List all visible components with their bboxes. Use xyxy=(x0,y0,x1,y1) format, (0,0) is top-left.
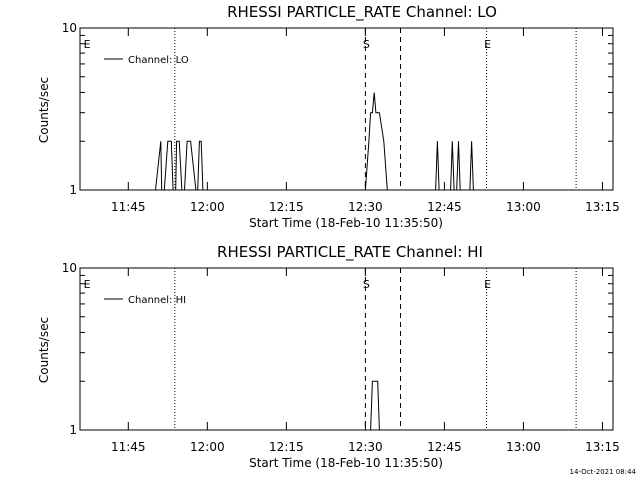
hi-x-tick-label-5: 13:00 xyxy=(506,440,541,454)
lo-x-tick-label-5: 13:00 xyxy=(506,200,541,214)
lo-legend: Channel: LO xyxy=(104,55,189,66)
hi-y-tick-label-0: 1 xyxy=(69,423,77,437)
hi-x-axis-label: Start Time (18-Feb-10 11:35:50) xyxy=(249,456,443,470)
hi-x-tick-label-1: 12:00 xyxy=(190,440,225,454)
hi-x-tick-label-4: 12:45 xyxy=(427,440,462,454)
hi-y-axis-label: Counts/sec xyxy=(37,317,51,383)
hi-chart-title: RHESSI PARTICLE_RATE Channel: HI xyxy=(217,243,483,262)
hi-legend-label: Channel: HI xyxy=(128,295,186,306)
lo-x-tick-label-1: 12:00 xyxy=(190,200,225,214)
hi-y-ticks: 1 10 xyxy=(62,261,613,437)
hi-marker-label-0: E xyxy=(84,278,91,291)
lo-x-tick-label-4: 12:45 xyxy=(427,200,462,214)
lo-marker-label-4: E xyxy=(484,38,491,51)
lo-y-tick-label-1: 10 xyxy=(62,21,77,35)
lo-x-tick-label-3: 12:30 xyxy=(348,200,383,214)
hi-x-tick-label-0: 11:45 xyxy=(111,440,146,454)
footer-timestamp: 14-Oct-2021 08:44 xyxy=(570,468,637,476)
lo-plot-frame xyxy=(79,27,614,191)
hi-y-tick-label-1: 10 xyxy=(62,261,77,275)
hi-series-line xyxy=(365,380,380,431)
lo-marker-label-2: S xyxy=(363,38,370,51)
lo-y-tick-label-0: 1 xyxy=(69,183,77,197)
hi-channel-panel: RHESSI PARTICLE_RATE Channel: HI E S E 11:… xyxy=(37,243,620,470)
hi-x-ticks: 11:45 12:00 12:15 12:30 12:45 13:00 13:15 xyxy=(111,268,620,454)
lo-y-ticks: 1 10 xyxy=(62,21,613,197)
lo-legend-label: Channel: LO xyxy=(128,55,189,66)
lo-x-tick-label-2: 12:15 xyxy=(269,200,304,214)
lo-series-line xyxy=(155,92,474,191)
lo-x-ticks: 11:45 12:00 12:15 12:30 12:45 13:00 13:15 xyxy=(111,28,620,214)
hi-legend: Channel: HI xyxy=(104,295,186,306)
lo-y-axis-label: Counts/sec xyxy=(37,77,51,143)
hi-plot-frame xyxy=(79,267,614,431)
lo-x-axis-label: Start Time (18-Feb-10 11:35:50) xyxy=(249,216,443,230)
hi-x-tick-label-3: 12:30 xyxy=(348,440,383,454)
lo-marker-label-0: E xyxy=(84,38,91,51)
hi-x-tick-label-2: 12:15 xyxy=(269,440,304,454)
lo-channel-panel: RHESSI PARTICLE_RATE Channel: LO E S E 11:… xyxy=(37,3,620,230)
hi-x-tick-label-6: 13:15 xyxy=(585,440,620,454)
hi-marker-label-2: S xyxy=(363,278,370,291)
lo-x-tick-label-0: 11:45 xyxy=(111,200,146,214)
lo-x-tick-label-6: 13:15 xyxy=(585,200,620,214)
lo-chart-title: RHESSI PARTICLE_RATE Channel: LO xyxy=(227,3,497,22)
hi-marker-label-4: E xyxy=(484,278,491,291)
